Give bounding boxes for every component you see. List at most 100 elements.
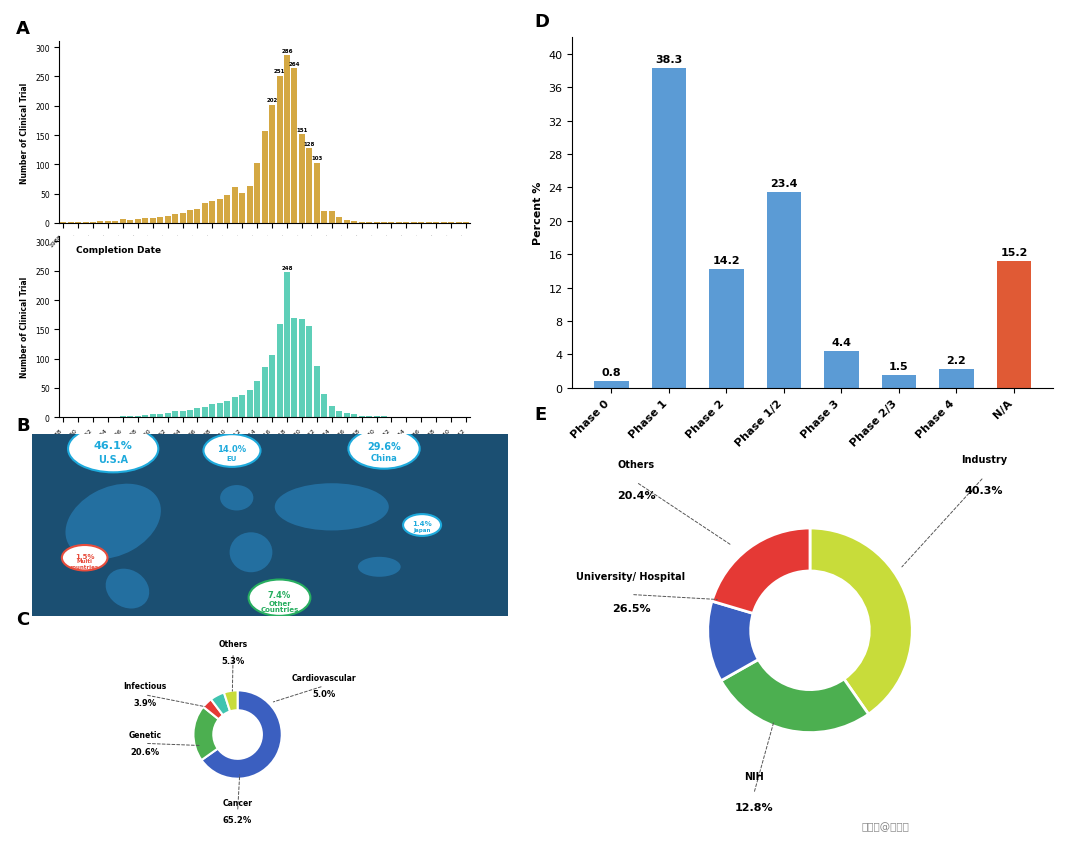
Wedge shape <box>193 707 218 760</box>
X-axis label: Year: Year <box>254 448 275 457</box>
Bar <box>824 352 859 388</box>
Text: 5.0%: 5.0% <box>312 690 336 699</box>
Bar <box>710 270 744 388</box>
Ellipse shape <box>248 580 310 616</box>
Text: E: E <box>535 405 546 424</box>
Ellipse shape <box>349 430 420 469</box>
Ellipse shape <box>220 485 254 511</box>
Bar <box>120 220 125 224</box>
Text: Other
Countries: Other Countries <box>260 600 299 613</box>
Text: Genetic: Genetic <box>129 730 161 739</box>
Bar <box>276 325 283 418</box>
Text: 202: 202 <box>267 98 278 103</box>
Bar <box>292 318 297 418</box>
Bar <box>179 411 186 418</box>
Wedge shape <box>712 528 810 614</box>
Bar <box>594 381 629 388</box>
Bar <box>343 413 350 418</box>
Text: A: A <box>16 19 30 38</box>
Text: 20.6%: 20.6% <box>131 747 160 756</box>
Bar <box>135 416 140 418</box>
Bar <box>202 203 207 224</box>
Text: 251: 251 <box>274 69 285 74</box>
Bar <box>651 69 686 388</box>
Bar <box>351 222 357 224</box>
Bar <box>202 408 207 418</box>
Wedge shape <box>810 528 913 714</box>
Bar <box>240 194 245 224</box>
Bar <box>359 223 365 224</box>
Bar <box>269 355 275 418</box>
Bar <box>225 196 230 224</box>
Bar <box>127 221 133 224</box>
Bar <box>381 417 387 418</box>
Text: Cancer: Cancer <box>222 798 253 808</box>
Bar <box>194 209 201 224</box>
Text: 4.4: 4.4 <box>832 338 851 348</box>
Bar <box>246 187 253 224</box>
Bar <box>343 221 350 224</box>
Bar <box>120 417 125 418</box>
Text: D: D <box>535 13 550 31</box>
Ellipse shape <box>68 425 159 473</box>
Text: 7.4%: 7.4% <box>268 591 292 600</box>
Bar <box>143 415 148 418</box>
Bar <box>150 219 156 224</box>
Bar <box>284 273 289 418</box>
Bar <box>336 412 342 418</box>
Bar <box>359 416 365 418</box>
Bar <box>328 406 335 418</box>
Ellipse shape <box>403 515 441 536</box>
Text: 248: 248 <box>281 265 293 270</box>
Bar <box>374 417 379 418</box>
Bar <box>158 414 163 418</box>
Bar <box>307 149 312 224</box>
Bar <box>150 415 156 418</box>
Text: 1.4%: 1.4% <box>413 521 432 527</box>
Bar <box>187 211 193 224</box>
Bar <box>158 218 163 224</box>
Text: 26.5%: 26.5% <box>611 603 650 613</box>
Bar <box>767 193 801 388</box>
Text: B: B <box>16 416 30 435</box>
Text: 1.5%: 1.5% <box>75 553 94 559</box>
Ellipse shape <box>62 545 108 571</box>
Ellipse shape <box>357 557 401 577</box>
Bar <box>284 57 289 224</box>
Ellipse shape <box>66 484 161 560</box>
Text: 151: 151 <box>296 128 308 133</box>
Bar <box>307 327 312 418</box>
Y-axis label: Number of Clinical Trial: Number of Clinical Trial <box>21 277 29 377</box>
Text: 1.5: 1.5 <box>889 361 908 371</box>
Text: C: C <box>16 610 29 629</box>
Text: 103: 103 <box>311 156 323 161</box>
Bar <box>217 403 222 418</box>
Bar <box>240 396 245 418</box>
Text: 264: 264 <box>288 62 300 67</box>
Text: 0.8: 0.8 <box>602 367 621 377</box>
Text: 搜狐号@基因狐: 搜狐号@基因狐 <box>862 821 909 830</box>
Bar <box>940 370 974 388</box>
Ellipse shape <box>106 569 149 609</box>
Bar <box>314 367 320 418</box>
Text: 40.3%: 40.3% <box>964 485 1003 495</box>
Text: 20.4%: 20.4% <box>617 490 656 500</box>
Text: 2.2: 2.2 <box>946 355 967 365</box>
Text: China: China <box>370 454 397 463</box>
Bar <box>328 212 335 224</box>
Bar <box>112 221 119 224</box>
Text: Completion Date: Completion Date <box>76 246 161 255</box>
FancyBboxPatch shape <box>32 435 508 616</box>
Wedge shape <box>707 602 758 681</box>
Bar <box>299 135 305 224</box>
Bar <box>314 164 320 224</box>
Bar <box>97 222 104 224</box>
Bar <box>254 381 260 418</box>
Bar <box>261 367 268 418</box>
Ellipse shape <box>274 484 389 531</box>
Bar <box>164 217 171 224</box>
Bar <box>105 221 111 224</box>
Text: Industry: Industry <box>961 454 1007 464</box>
Text: NIH: NIH <box>744 771 764 781</box>
Bar <box>143 219 148 224</box>
